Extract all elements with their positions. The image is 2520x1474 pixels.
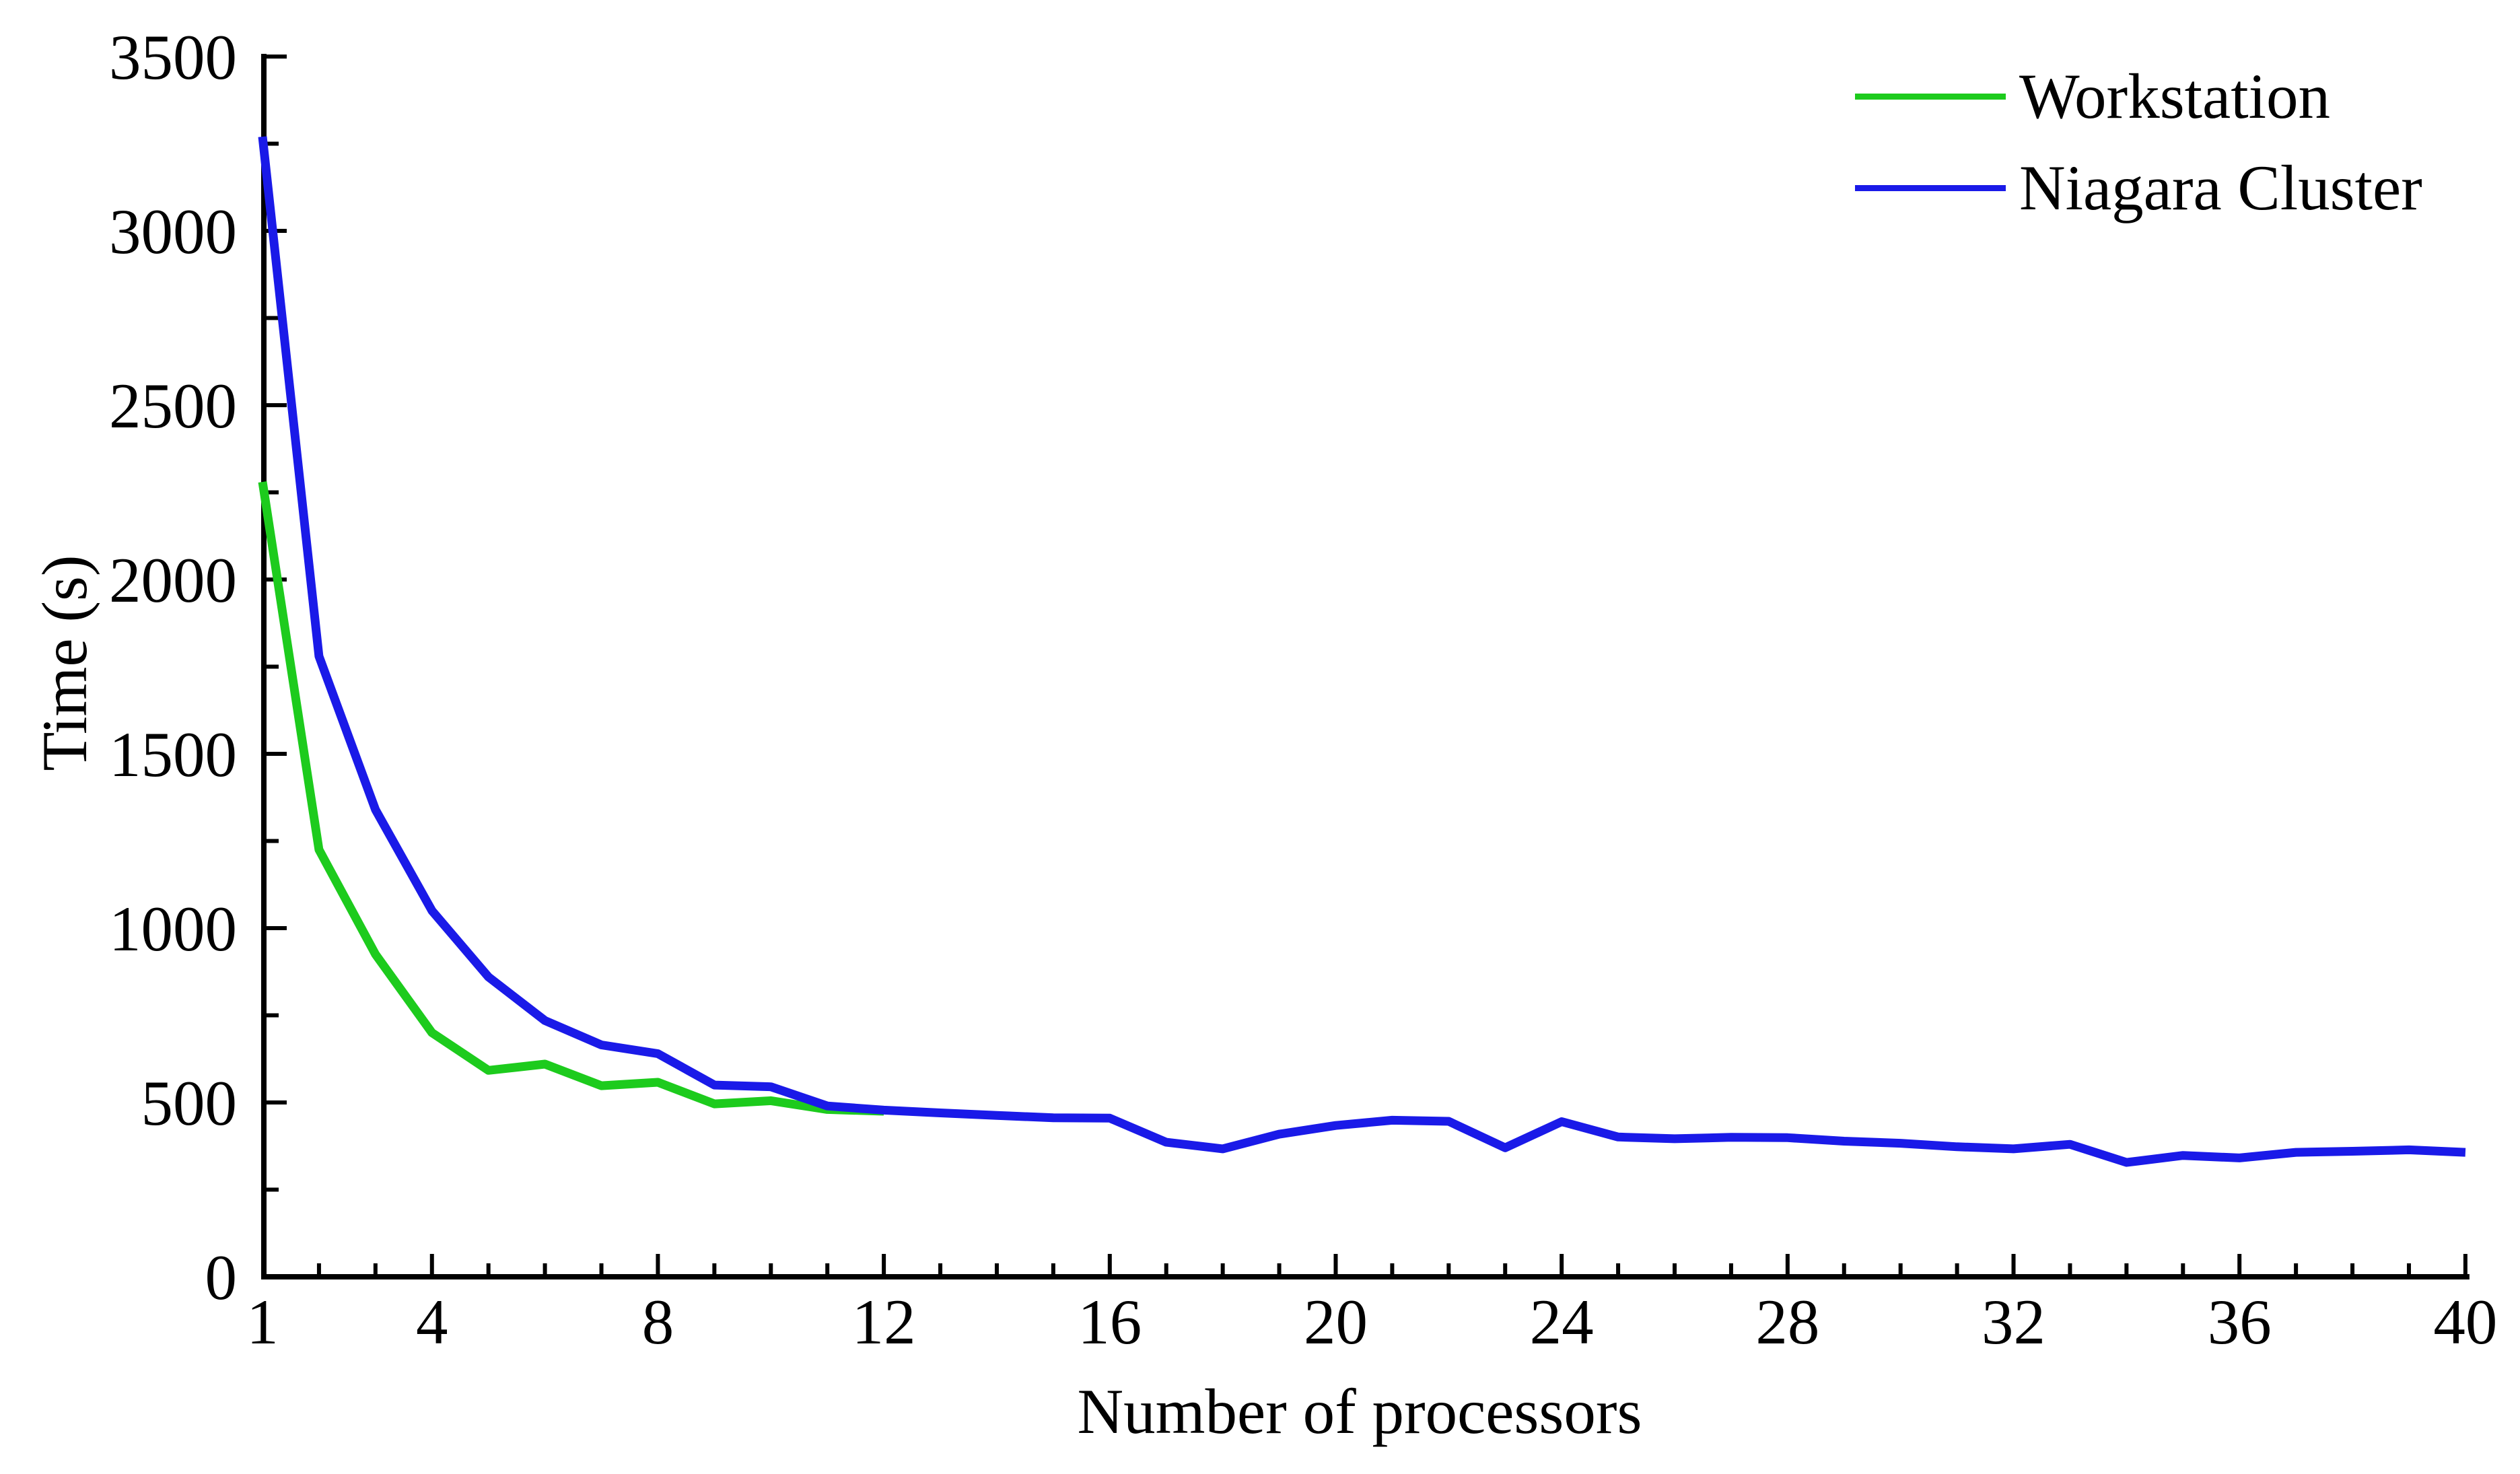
workstation-legend-line-swatch [1855,94,2006,100]
y-tick-label: 500 [141,1067,238,1139]
y-tick-label: 3500 [109,22,237,93]
y-tick-label: 2000 [109,545,237,616]
y-tick-label: 0 [205,1242,238,1313]
legend-label-workstation: Workstation [2019,61,2331,132]
x-tick-label: 4 [416,1286,448,1358]
x-axis-title: Number of processors [1077,1376,1642,1447]
x-tick-label: 40 [2433,1286,2497,1358]
y-tick-label: 1500 [109,719,237,790]
y-tick-label: 3000 [109,196,237,267]
y-axis-title: Time (s) [29,555,100,771]
x-tick-label: 28 [1755,1286,1819,1358]
y-tick-label: 2500 [109,370,237,442]
x-tick-label: 8 [642,1286,674,1358]
x-tick-label: 20 [1304,1286,1368,1358]
x-tick-label: 24 [1530,1286,1594,1358]
series-line-niagara-cluster [258,136,2466,1167]
x-tick-label: 32 [1982,1286,2045,1358]
series-line-workstation [258,481,884,1116]
niagara-cluster-legend-line-swatch [1855,185,2006,191]
x-tick-label: 16 [1078,1286,1142,1358]
y-tick-label: 1000 [109,893,237,964]
x-tick-label: 36 [2208,1286,2272,1358]
legend-label-niagara-cluster: Niagara Cluster [2019,152,2422,223]
x-tick-label: 1 [246,1286,279,1358]
x-tick-label: 12 [852,1286,916,1358]
